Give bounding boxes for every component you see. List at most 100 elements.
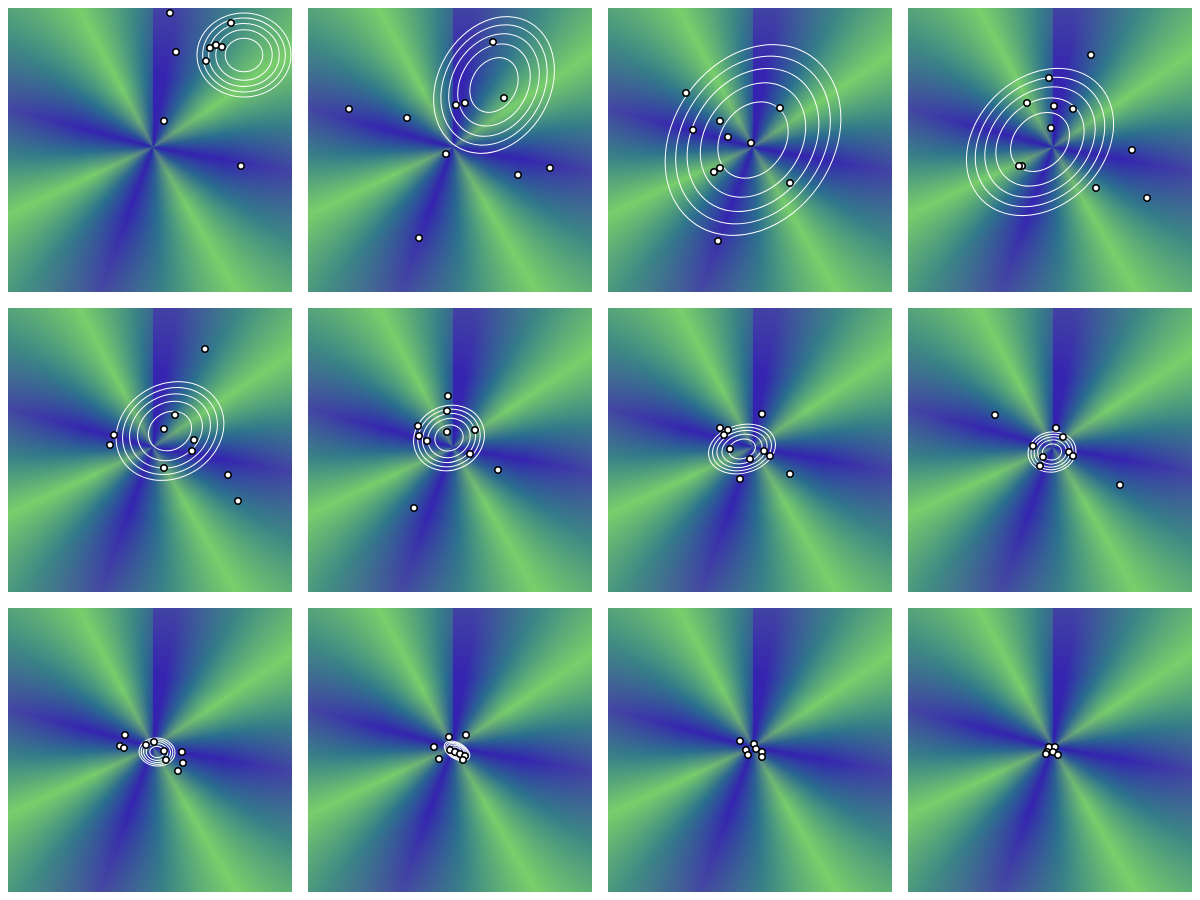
point	[1015, 162, 1024, 171]
point	[452, 101, 461, 110]
point	[430, 743, 439, 752]
point	[776, 104, 785, 113]
point	[344, 105, 353, 114]
contour	[1037, 439, 1067, 465]
point	[1116, 481, 1125, 490]
point	[689, 126, 698, 135]
point	[736, 737, 745, 746]
point	[206, 43, 215, 52]
contour	[147, 410, 193, 452]
contour	[708, 423, 776, 475]
panel-plot	[1042, 743, 1063, 760]
point	[1092, 184, 1101, 193]
point	[443, 407, 452, 416]
panel	[308, 608, 592, 892]
contour	[440, 24, 548, 146]
contour	[208, 23, 280, 87]
panel	[308, 8, 592, 292]
contour	[129, 393, 211, 469]
panel-plot	[430, 731, 471, 765]
contour	[202, 17, 286, 93]
contour	[984, 86, 1096, 198]
contour	[413, 404, 485, 472]
contour	[721, 433, 763, 465]
panel-plot	[991, 411, 1125, 490]
contour	[457, 43, 531, 127]
contour	[145, 743, 169, 761]
point	[160, 747, 169, 756]
point	[736, 475, 745, 484]
panel-plot	[736, 737, 767, 762]
contour	[716, 429, 768, 469]
contour	[138, 737, 176, 767]
point	[724, 426, 733, 435]
point	[494, 466, 503, 475]
panel	[608, 608, 892, 892]
point	[514, 171, 523, 180]
point	[423, 437, 432, 446]
point	[224, 471, 233, 480]
panel	[8, 308, 292, 592]
panel	[8, 608, 292, 892]
point	[466, 450, 475, 459]
point	[1069, 452, 1078, 461]
point	[760, 447, 769, 456]
point	[1128, 146, 1137, 155]
point	[489, 37, 498, 46]
point	[758, 410, 767, 419]
point	[201, 344, 210, 353]
point	[1052, 424, 1061, 433]
point	[160, 464, 169, 473]
point	[202, 56, 211, 65]
contour	[433, 16, 555, 154]
point	[160, 425, 169, 434]
contour	[974, 76, 1106, 208]
point	[190, 436, 199, 445]
point	[444, 392, 453, 401]
contour	[443, 740, 471, 762]
point	[1036, 462, 1045, 471]
panel	[908, 8, 1192, 292]
contour	[1010, 112, 1070, 172]
contour	[434, 424, 464, 452]
point	[237, 162, 246, 171]
point	[1029, 442, 1038, 451]
contour	[675, 55, 831, 225]
point	[682, 89, 691, 98]
point	[747, 139, 756, 148]
panel-plot	[160, 8, 292, 171]
point	[726, 445, 735, 454]
point	[1039, 453, 1048, 462]
point	[710, 168, 719, 177]
point	[174, 767, 183, 776]
point	[461, 99, 470, 108]
point	[1087, 50, 1096, 59]
point	[1059, 433, 1068, 442]
contour	[140, 739, 174, 765]
contour	[122, 387, 218, 475]
point	[188, 447, 197, 456]
panel-plot	[106, 344, 243, 506]
point	[442, 150, 451, 159]
panel-plot	[116, 731, 188, 776]
contour	[115, 381, 225, 481]
point	[162, 756, 171, 765]
point	[121, 731, 130, 740]
point	[1069, 105, 1078, 114]
contour	[1027, 431, 1077, 473]
panel	[908, 308, 1192, 592]
point	[1143, 194, 1152, 203]
point	[1054, 751, 1063, 760]
contour	[137, 400, 203, 462]
point	[218, 42, 227, 51]
point	[120, 744, 129, 753]
contour	[417, 408, 481, 468]
panel-plot	[965, 50, 1152, 217]
point	[786, 470, 795, 479]
point	[179, 759, 188, 768]
contour	[448, 33, 540, 137]
point	[1047, 124, 1056, 133]
contour	[699, 82, 807, 198]
panel-plot	[664, 44, 842, 246]
